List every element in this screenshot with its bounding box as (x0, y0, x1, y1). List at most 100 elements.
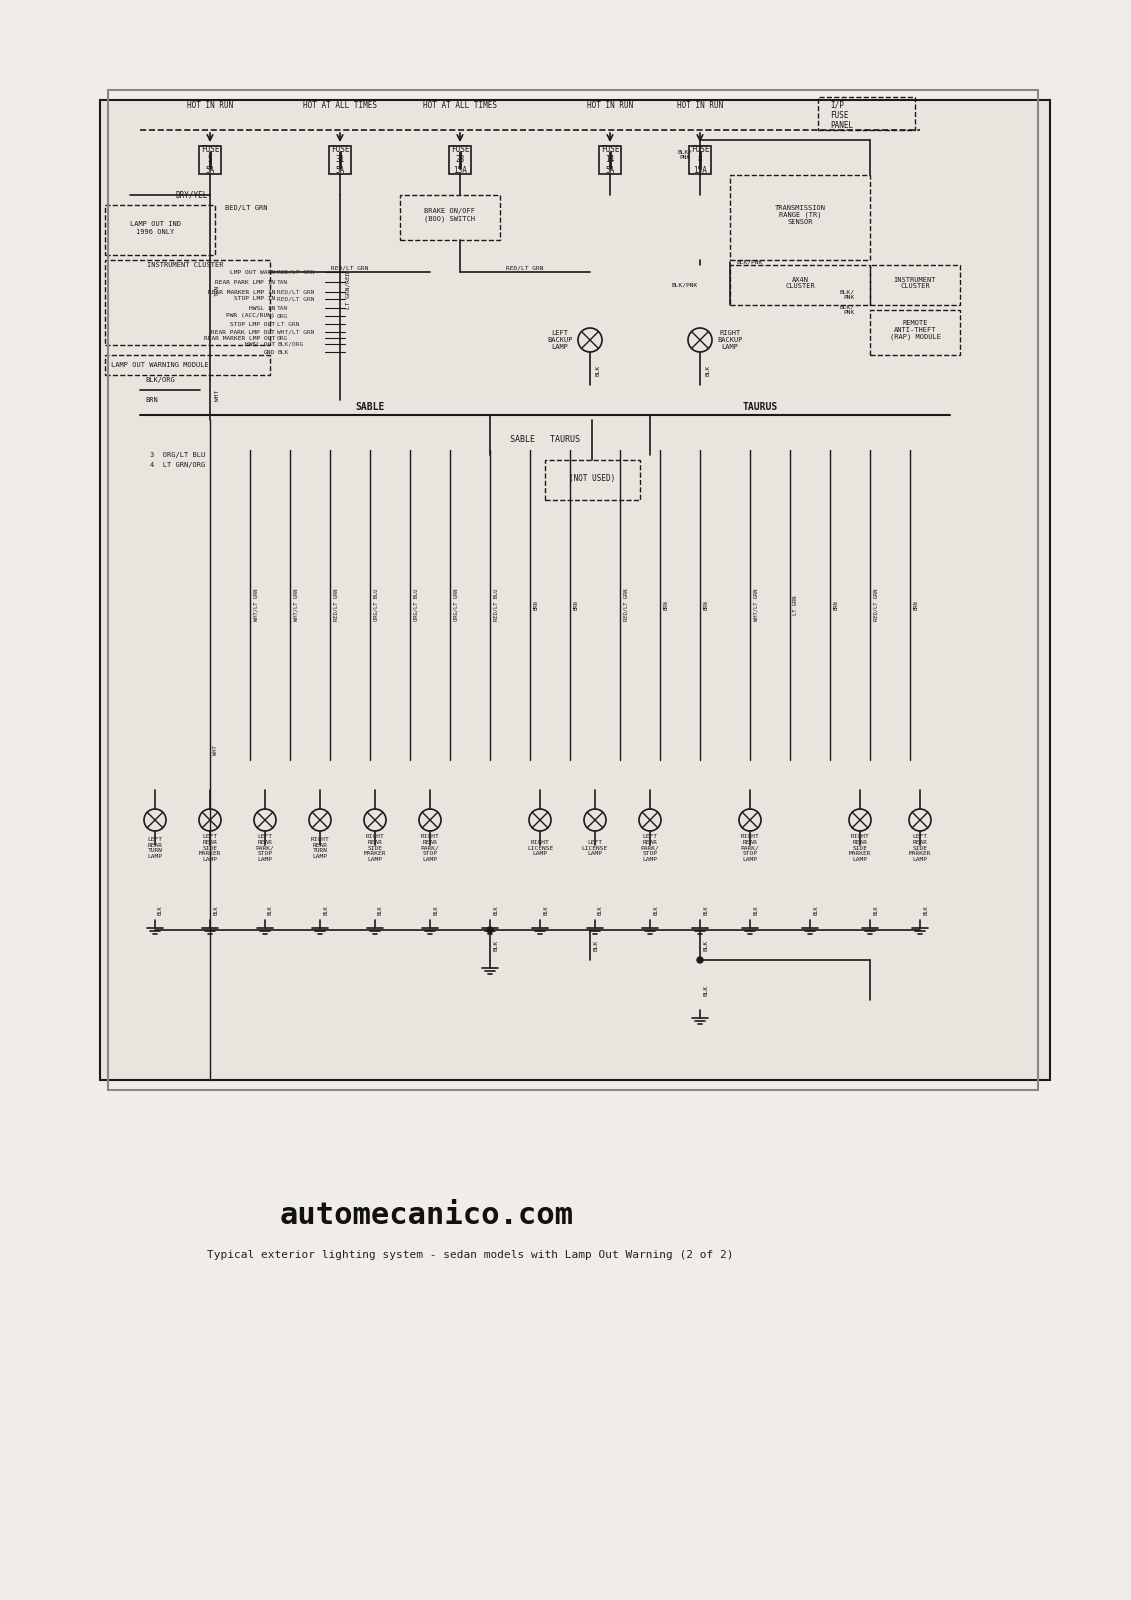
Text: BLK: BLK (494, 939, 499, 950)
Text: ORG: ORG (277, 336, 288, 341)
Text: BLK: BLK (598, 906, 603, 915)
Text: BLK: BLK (653, 906, 658, 915)
Text: REAR MARKER LMP IN: REAR MARKER LMP IN (207, 290, 275, 294)
Text: HOT AT ALL TIMES: HOT AT ALL TIMES (423, 101, 497, 109)
Text: GND: GND (264, 349, 275, 355)
Text: RED/LT BLU: RED/LT BLU (493, 589, 498, 621)
Text: HOT IN RUN: HOT IN RUN (676, 101, 723, 109)
Text: RIGHT
BACKUP
LAMP: RIGHT BACKUP LAMP (717, 330, 743, 350)
Text: RIGHT
REAR
PARK/
STOP
LAMP: RIGHT REAR PARK/ STOP LAMP (421, 834, 439, 862)
Bar (400, 195, 500, 240)
Text: WHT: WHT (215, 389, 221, 400)
Text: BLK: BLK (873, 906, 878, 915)
Text: INSTRUMENT CLUSTER: INSTRUMENT CLUSTER (147, 262, 223, 267)
Text: RED/LT GRN: RED/LT GRN (507, 266, 544, 270)
Circle shape (697, 957, 703, 963)
Text: FUSE
14
5A: FUSE 14 5A (601, 146, 620, 174)
Text: TAN: TAN (277, 306, 288, 310)
Bar (105, 259, 270, 346)
Bar (100, 99, 1050, 1080)
Text: BLK/
PNK: BLK/ PNK (840, 290, 855, 301)
Text: RIGHT
REAR
TURN
LAMP: RIGHT REAR TURN LAMP (311, 837, 329, 859)
Text: FUSE
8
15A: FUSE 8 15A (691, 146, 709, 174)
Text: REAR MARKER LMP OUT: REAR MARKER LMP OUT (204, 336, 275, 341)
Bar (870, 266, 960, 306)
Text: I/P
FUSE
PANEL: I/P FUSE PANEL (830, 101, 853, 130)
Text: RIGHT
REAR
SIDE
MARKER
LAMP: RIGHT REAR SIDE MARKER LAMP (364, 834, 387, 862)
Text: (NOT USED): (NOT USED) (569, 474, 615, 483)
Text: INSTRUMENT
CLUSTER: INSTRUMENT CLUSTER (893, 277, 936, 290)
Text: automecanico.com: automecanico.com (280, 1200, 575, 1229)
Circle shape (487, 926, 493, 933)
Text: HOT AT ALL TIMES: HOT AT ALL TIMES (303, 101, 377, 109)
Text: LT GRN/RED: LT GRN/RED (345, 272, 349, 309)
Text: RIGHT
LICENSE
LAMP: RIGHT LICENSE LAMP (527, 840, 553, 856)
Text: LAMP OUT WARNING MODULE: LAMP OUT WARNING MODULE (111, 362, 209, 368)
Text: TRANSMISSION
RANGE (TR)
SENSOR: TRANSMISSION RANGE (TR) SENSOR (775, 205, 826, 226)
Text: RED/LT GRN: RED/LT GRN (333, 589, 338, 621)
Text: RED/LT GRN: RED/LT GRN (277, 290, 314, 294)
Text: BRAKE ON/OFF
(BOO) SWITCH: BRAKE ON/OFF (BOO) SWITCH (424, 208, 475, 222)
Bar (107, 90, 1038, 1090)
Text: RED/LT GRN: RED/LT GRN (331, 266, 369, 270)
Text: LEFT
REAR
PARK/
STOP
LAMP: LEFT REAR PARK/ STOP LAMP (640, 834, 659, 862)
Text: LT GRN: LT GRN (793, 595, 798, 614)
Text: FUSE
28
15A: FUSE 28 15A (451, 146, 469, 174)
Text: SABLE: SABLE (355, 402, 385, 411)
Text: RED/LT GRN: RED/LT GRN (873, 589, 878, 621)
Bar (870, 310, 960, 355)
Text: BRN: BRN (703, 600, 708, 610)
Text: WHT/LT GRN: WHT/LT GRN (753, 589, 758, 621)
Text: BLK: BLK (158, 906, 163, 915)
Text: BLK: BLK (493, 906, 498, 915)
Text: BLK: BLK (813, 906, 818, 915)
Text: FUSE
31
5A: FUSE 31 5A (330, 146, 349, 174)
Text: LAMP OUT IND
1996 ONLY: LAMP OUT IND 1996 ONLY (130, 221, 181, 235)
Text: BLK: BLK (703, 984, 709, 995)
Text: BLK/ORG: BLK/ORG (145, 378, 175, 382)
Text: LEFT
REAR
SIDE
MARKER
LAMP: LEFT REAR SIDE MARKER LAMP (908, 834, 931, 862)
Text: BRN: BRN (145, 397, 157, 403)
Text: HOT IN RUN: HOT IN RUN (187, 101, 233, 109)
Text: BLK: BLK (703, 939, 709, 950)
Text: 4  LT GRN/ORG: 4 LT GRN/ORG (150, 462, 205, 467)
Text: LEFT
REAR
SIDE
MARKER
LAMP: LEFT REAR SIDE MARKER LAMP (199, 834, 222, 862)
Text: BLK: BLK (595, 365, 601, 376)
Text: BLK: BLK (277, 349, 288, 355)
Text: LEFT
REAR
TURN
LAMP: LEFT REAR TURN LAMP (147, 837, 163, 859)
Text: BLK: BLK (433, 906, 438, 915)
Text: BLK/
PNK: BLK/ PNK (677, 149, 692, 160)
Text: BRN: BRN (913, 600, 918, 610)
Text: STOP LMP OUT: STOP LMP OUT (230, 322, 275, 326)
Bar (199, 146, 221, 174)
Text: WHT/LT GRN: WHT/LT GRN (277, 330, 314, 334)
Text: HOT IN RUN: HOT IN RUN (587, 101, 633, 109)
Text: BLK: BLK (213, 906, 218, 915)
Text: HWSL OUT: HWSL OUT (245, 341, 275, 347)
Text: RED/LT GRN: RED/LT GRN (623, 589, 628, 621)
Text: RED/LT GRN: RED/LT GRN (277, 269, 314, 275)
Text: TAN: TAN (277, 280, 288, 285)
Text: BLK/
PNK: BLK/ PNK (840, 304, 855, 315)
Text: ORG/LT GRN: ORG/LT GRN (454, 589, 458, 621)
Text: ORG/LT BLU: ORG/LT BLU (413, 589, 418, 621)
Text: BLK: BLK (923, 906, 929, 915)
Text: TAURUS: TAURUS (742, 402, 778, 411)
Text: LEFT
LICENSE
LAMP: LEFT LICENSE LAMP (581, 840, 608, 856)
Text: BRN: BRN (533, 600, 538, 610)
Text: SABLE   TAURUS: SABLE TAURUS (510, 435, 580, 445)
Text: ORG/LT BLU: ORG/LT BLU (373, 589, 378, 621)
Text: BLK: BLK (268, 906, 273, 915)
Text: RIGHT
REAR
PARK/
STOP
LAMP: RIGHT REAR PARK/ STOP LAMP (741, 834, 759, 862)
Text: LEFT
REAR
PARK/
STOP
LAMP: LEFT REAR PARK/ STOP LAMP (256, 834, 275, 862)
Text: LMP OUT WARN: LMP OUT WARN (230, 269, 275, 275)
Bar (329, 146, 351, 174)
Bar (105, 355, 270, 374)
Text: LEFT
BACKUP
LAMP: LEFT BACKUP LAMP (547, 330, 572, 350)
Text: AX4N
CLUSTER: AX4N CLUSTER (785, 277, 814, 290)
Text: REAR PARK LMP IN: REAR PARK LMP IN (215, 280, 275, 285)
Text: HWSL IN: HWSL IN (249, 306, 275, 310)
Text: BED/LT GRN: BED/LT GRN (225, 205, 268, 211)
Text: BLK: BLK (378, 906, 383, 915)
Text: LT GRN: LT GRN (277, 322, 300, 326)
